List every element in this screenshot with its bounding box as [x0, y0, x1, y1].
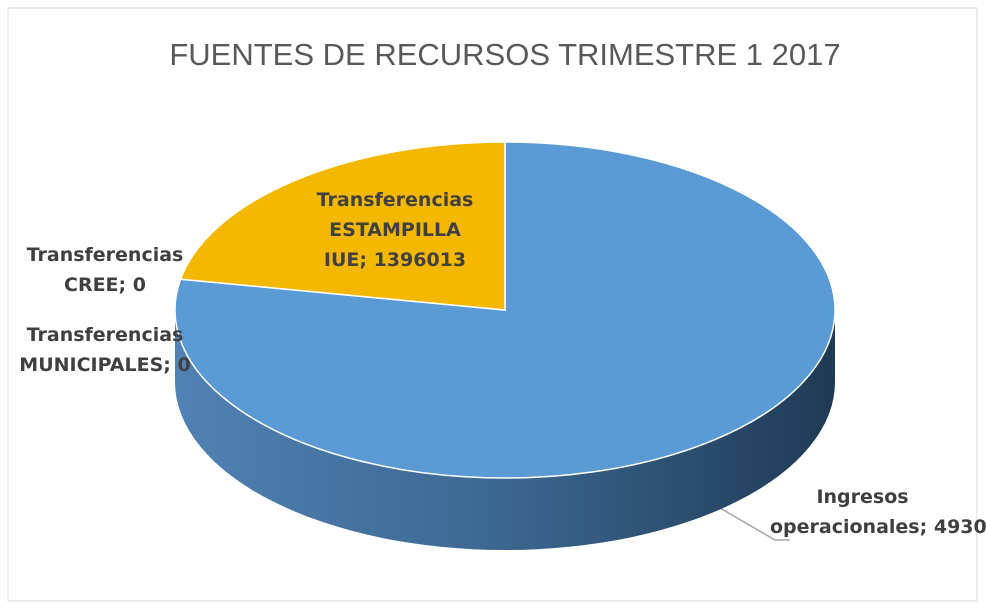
label-value: 4930732 — [933, 516, 986, 538]
label-value: 0 — [132, 274, 146, 296]
pie-slice — [174, 141, 836, 479]
pie-side — [175, 310, 835, 550]
label-separator: ; — [359, 249, 374, 271]
label-separator: ; — [919, 516, 934, 538]
data-label: Transferencias ESTAMPILLA IUE; 1396013 — [300, 185, 490, 275]
label-separator: ; — [118, 274, 133, 296]
label-value: 0 — [177, 354, 191, 376]
data-label: Transferencias MUNICIPALES; 0 — [10, 320, 200, 380]
leader-line — [719, 507, 790, 541]
label-category: Transferencias ESTAMPILLA IUE — [316, 189, 474, 271]
label-category: Transferencias MUNICIPALES — [19, 324, 184, 376]
label-separator: ; — [163, 354, 178, 376]
label-value: 1396013 — [373, 249, 467, 271]
chart-title: FUENTES DE RECURSOS TRIMESTRE 1 2017 — [169, 37, 840, 72]
data-label: Transferencias CREE; 0 — [10, 240, 200, 300]
pie-slice — [179, 141, 506, 311]
label-category: Ingresos operacionales — [770, 486, 920, 538]
label-category: Transferencias CREE — [26, 244, 184, 296]
data-label: Ingresos operacionales; 4930732 — [770, 482, 986, 542]
